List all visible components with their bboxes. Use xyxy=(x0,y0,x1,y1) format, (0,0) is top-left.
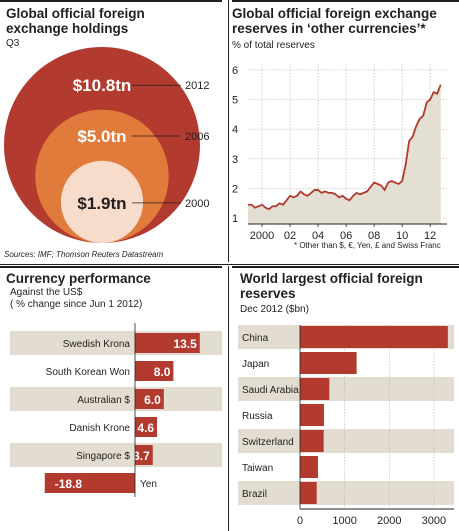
holdings-bubble-chart: $10.8tn 2012 $5.0tn 2006 $1.9tn 2000 xyxy=(4,47,209,243)
perf-value-2: 6.0 xyxy=(144,393,161,407)
perf-category-4: Singapore $ xyxy=(76,451,130,462)
largest-bar-1 xyxy=(300,352,357,374)
largest-bar-4 xyxy=(300,430,324,452)
bubble-label-2006: $5.0tn xyxy=(77,127,126,146)
bubble-label-2000: $1.9tn xyxy=(77,194,126,213)
holdings-title: Global official foreign exchange holding… xyxy=(6,6,145,36)
panel-divider-horizontal xyxy=(0,264,459,265)
currencies-title: Global official foreign exchange reserve… xyxy=(232,6,437,36)
perf-bar-1 xyxy=(135,361,174,381)
area-line xyxy=(248,84,442,211)
perf-bar-5 xyxy=(44,473,136,493)
perf-category-5: Yen xyxy=(140,479,157,490)
performance-subtitle-2: ( % change since Jun 1 2012) xyxy=(10,299,143,310)
area-ytick-1: 1 xyxy=(232,213,238,225)
largest-band-6 xyxy=(238,481,454,505)
largest-panel: World largest official foreign reserves … xyxy=(232,266,459,531)
largest-bar-3 xyxy=(300,404,324,426)
largest-xtick-2000: 2000 xyxy=(377,515,401,527)
currencies-top-rule xyxy=(232,0,459,2)
holdings-source: Sources: IMF; Thomson Reuters Datastream xyxy=(4,250,164,259)
currencies-panel: Global official foreign exchange reserve… xyxy=(232,0,459,262)
perf-value-5: -18.8 xyxy=(55,477,83,491)
perf-value-4: 3.7 xyxy=(133,449,150,463)
perf-category-1: South Korean Won xyxy=(46,367,130,378)
performance-bar-chart: Swedish Krona 13.5 South Korean Won 8.0 Aust… xyxy=(10,323,222,497)
area-ytick-2: 2 xyxy=(232,183,238,195)
largest-top-rule xyxy=(232,266,459,268)
area-xtick-2010: 10 xyxy=(396,230,408,242)
bubble-2000 xyxy=(60,160,144,243)
largest-category-1: Japan xyxy=(242,359,269,370)
area-xtick-2004: 04 xyxy=(312,230,324,242)
area-xtick-2012: 12 xyxy=(424,230,436,242)
largest-xtick-0: 0 xyxy=(297,515,303,527)
largest-band-4 xyxy=(238,429,454,453)
largest-band-2 xyxy=(238,377,454,401)
area-ytick-3: 3 xyxy=(232,154,238,166)
perf-value-3: 4.6 xyxy=(137,421,154,435)
perf-category-0: Swedish Krona xyxy=(63,339,131,350)
area-ytick-5: 5 xyxy=(232,95,238,107)
currencies-footnote: * Other than $, €, Yen, £ and Swiss Fran… xyxy=(294,241,441,250)
largest-bar-6 xyxy=(300,482,317,504)
largest-subtitle: Dec 2012 ($bn) xyxy=(240,304,309,315)
perf-bar-4 xyxy=(135,445,153,465)
bubble-year-2006: 2006 xyxy=(185,131,209,143)
area-fill xyxy=(248,84,441,224)
perf-bar-2 xyxy=(135,389,164,409)
holdings-top-rule xyxy=(0,0,222,2)
largest-category-4: Switzerland xyxy=(242,437,294,448)
largest-bar-chart: China Japan Saudi Arabia Russia Switzerland T… xyxy=(238,325,454,527)
largest-category-3: Russia xyxy=(242,411,273,422)
perf-category-2: Australian $ xyxy=(77,395,130,406)
performance-top-rule xyxy=(0,266,222,268)
area-ytick-4: 4 xyxy=(232,124,238,136)
perf-bar-0 xyxy=(135,333,200,353)
bubble-label-2012: $10.8tn xyxy=(73,76,132,95)
largest-bar-5 xyxy=(300,456,318,478)
area-ytick-6: 6 xyxy=(232,65,238,77)
performance-subtitle-1: Against the US$ xyxy=(10,287,83,298)
area-xtick-2008: 08 xyxy=(368,230,380,242)
bubble-year-2012: 2012 xyxy=(185,80,209,92)
largest-xtick-3000: 3000 xyxy=(422,515,446,527)
largest-xtick-1000: 1000 xyxy=(332,515,356,527)
performance-panel: Currency performance Against the US$ ( %… xyxy=(0,266,228,531)
largest-bar-2 xyxy=(300,378,330,400)
perf-band-4 xyxy=(10,443,222,467)
holdings-panel: Global official foreign exchange holding… xyxy=(0,0,222,262)
perf-value-0: 13.5 xyxy=(173,337,197,351)
performance-title: Currency performance xyxy=(6,271,151,286)
largest-category-2: Saudi Arabia xyxy=(242,385,299,396)
bubble-year-2000: 2000 xyxy=(185,198,209,210)
largest-title: World largest official foreign reserves xyxy=(240,271,423,301)
largest-category-0: China xyxy=(242,333,269,344)
area-xtick-2006: 06 xyxy=(340,230,352,242)
holdings-subtitle: Q3 xyxy=(6,38,20,49)
panel-divider-vertical-bottom xyxy=(228,266,229,531)
perf-category-3: Danish Krone xyxy=(69,423,130,434)
currencies-subtitle: % of total reserves xyxy=(232,40,315,51)
perf-band-2 xyxy=(10,387,222,411)
largest-category-5: Taiwan xyxy=(242,463,273,474)
perf-value-1: 8.0 xyxy=(154,365,171,379)
largest-bar-0 xyxy=(300,326,448,348)
perf-bar-3 xyxy=(135,417,158,437)
area-xtick-2000: 2000 xyxy=(250,230,274,242)
largest-category-6: Brazil xyxy=(242,489,267,500)
area-xtick-2002: 02 xyxy=(284,230,296,242)
panel-divider-vertical xyxy=(228,0,229,262)
